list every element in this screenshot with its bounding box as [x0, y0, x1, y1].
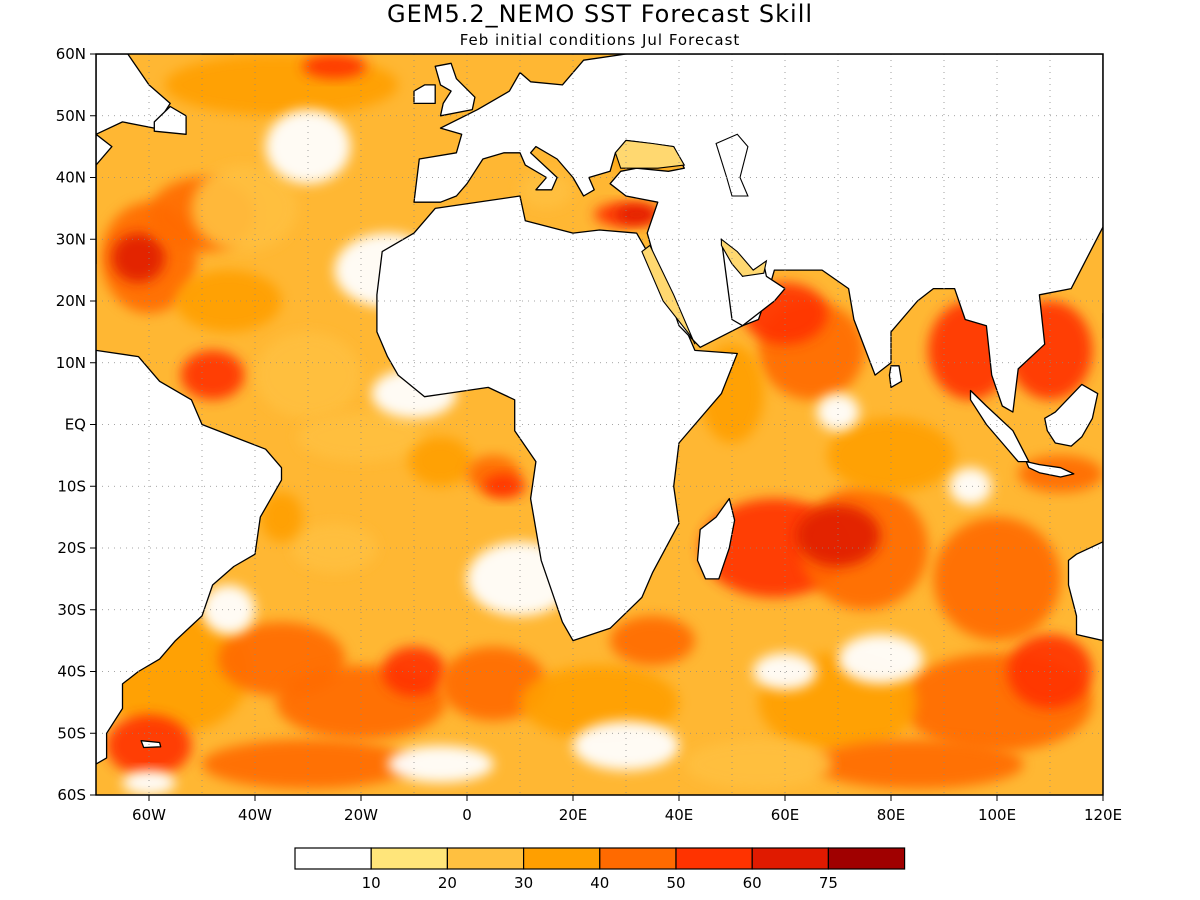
skill-region-26 [795, 504, 881, 567]
skill-region-10 [408, 436, 473, 487]
lat-tick-label-50N: 50N [56, 107, 86, 125]
lat-tick-label-40N: 40N [56, 169, 86, 187]
skill-region-23 [610, 615, 695, 666]
skill-region-32 [827, 418, 955, 493]
skill-region-13 [292, 523, 377, 573]
low-skill-region-8 [387, 745, 494, 783]
landmass-philippines [1102, 312, 1103, 339]
landmass-south-america [96, 349, 283, 765]
lon-tick-label-40E: 40E [665, 806, 694, 824]
red-sea [641, 244, 696, 345]
skill-region-22 [520, 665, 679, 740]
map-panel: 60N 50N 40N 30N 20N 10N EQ 10S 20S 30S 40S 50S 60S 6… [56, 45, 1122, 824]
lon-tick-label-20E: 20E [559, 806, 588, 824]
low-skill-region-6 [949, 467, 992, 505]
lat-tick-label-60N: 60N [56, 45, 86, 63]
colorbar-swatch-7 [827, 847, 906, 870]
lat-tick-label-20S: 20S [57, 539, 86, 557]
skill-region-38 [684, 739, 833, 789]
figure-title: GEM5.2_NEMO SST Forecast Skill [387, 0, 813, 28]
colorbar-swatch-4 [599, 847, 677, 870]
caspian-sea [715, 133, 749, 197]
skill-region-8 [255, 331, 361, 419]
colorbar-label-40: 40 [590, 874, 609, 892]
skill-region-1 [111, 233, 165, 283]
colorbar-label-50: 50 [666, 874, 685, 892]
skill-region-7 [302, 54, 367, 79]
landmass-falklands [140, 740, 162, 749]
lon-tick-label-60W: 60W [132, 806, 166, 824]
lon-tick-label-40W: 40W [238, 806, 272, 824]
colorbar-label-75: 75 [819, 874, 838, 892]
lat-tick-label-60S: 60S [57, 786, 86, 804]
lat-axis-labels: 60N 50N 40N 30N 20N 10N EQ 10S 20S 30S 40S 50S 60S [56, 45, 96, 804]
colorbar-swatch-3 [522, 847, 601, 870]
skill-region-37 [811, 739, 1024, 789]
landmass-madagascar [696, 497, 736, 580]
lon-tick-label-120E: 120E [1084, 806, 1122, 824]
lon-tick-label-80E: 80E [877, 806, 906, 824]
skill-region-14 [260, 492, 303, 542]
skill-region-9 [297, 412, 425, 462]
colorbar-label-60: 60 [743, 874, 762, 892]
skill-region-21 [202, 739, 414, 789]
skill-region-40 [615, 205, 658, 224]
landmass-europe-asia [413, 54, 1103, 413]
colorbar: 10 20 30 40 50 60 75 [294, 847, 906, 892]
lon-tick-label-100E: 100E [978, 806, 1016, 824]
skill-region-27 [933, 517, 1061, 641]
colorbar-swatch-0 [294, 847, 372, 870]
landmass-australia [1067, 541, 1103, 642]
low-skill-region-10 [265, 109, 351, 184]
colorbar-label-10: 10 [362, 874, 381, 892]
low-skill-region-4 [573, 720, 679, 771]
persian-gulf [720, 238, 768, 277]
landmass-uk [434, 62, 476, 117]
landmass-sumatra [969, 389, 1030, 463]
lat-tick-label-30S: 30S [57, 601, 86, 619]
landmass-sri-lanka [888, 365, 903, 389]
landmass-newfoundland [153, 105, 187, 135]
colorbar-swatch-5 [675, 847, 753, 870]
lat-tick-label-10S: 10S [57, 477, 86, 495]
low-skill-region-3 [122, 770, 176, 795]
low-skill-region-11 [753, 652, 817, 691]
lat-tick-label-50S: 50S [57, 724, 86, 742]
lat-tick-label-20N: 20N [56, 292, 86, 310]
lat-tick-label-EQ: EQ [65, 416, 86, 434]
lon-tick-label-0: 0 [462, 806, 472, 824]
skill-region-4 [180, 350, 245, 400]
low-skill-region-7 [816, 393, 860, 431]
lon-tick-label-60E: 60E [771, 806, 800, 824]
landmass-java [1025, 460, 1075, 478]
landmass-ireland [413, 84, 436, 105]
colorbar-swatch-1 [370, 847, 449, 870]
lon-tick-label-20W: 20W [344, 806, 378, 824]
landmass-borneo [1044, 383, 1099, 447]
figure-subtitle: Feb initial conditions Jul Forecast [460, 31, 741, 49]
colorbar-swatch-2 [446, 847, 525, 870]
colorbar-label-20: 20 [438, 874, 457, 892]
lat-tick-label-10N: 10N [56, 354, 86, 372]
landmass-greenland-tip [201, 54, 235, 55]
low-skill-region-5 [838, 634, 923, 684]
colorbar-label-30: 30 [514, 874, 533, 892]
land-layer [96, 54, 1103, 765]
skill-region-5 [191, 165, 298, 252]
lon-axis-labels: 60W 40W 20W 0 20E 40E 60E 80E 100E 120E [132, 795, 1122, 824]
colorbar-swatch-6 [751, 847, 830, 870]
landmass-north-america [96, 54, 113, 265]
lat-tick-label-30N: 30N [56, 230, 86, 248]
lat-tick-label-40S: 40S [57, 663, 86, 681]
